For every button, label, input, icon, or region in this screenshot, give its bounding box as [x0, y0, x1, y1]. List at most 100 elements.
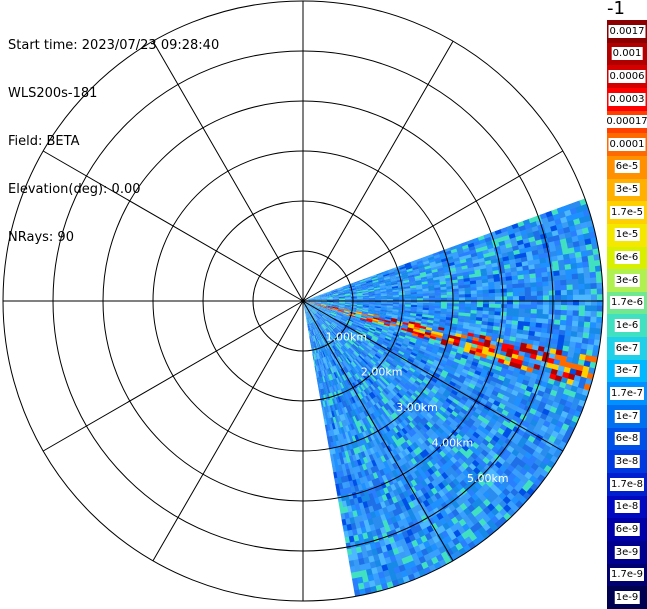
- beta-cell: [465, 304, 472, 308]
- beta-cell: [543, 286, 550, 291]
- beta-cell: [441, 292, 448, 295]
- beta-cell: [417, 296, 424, 299]
- beta-cell: [519, 296, 526, 301]
- beta-cell: [488, 286, 495, 290]
- colorbar-label: 6e-6: [615, 251, 640, 264]
- colorbar-cell: 0.0001: [607, 133, 647, 156]
- beta-cell: [387, 297, 394, 299]
- beta-cell: [591, 306, 598, 312]
- beta-cell: [471, 297, 478, 301]
- beta-cell: [561, 305, 568, 311]
- beta-cell: [573, 295, 580, 301]
- colorbar-label: 1.7e-5: [610, 206, 644, 219]
- range-label-1km: 1.00km: [326, 330, 368, 343]
- beta-cell: [555, 295, 562, 300]
- beta-cell: [549, 305, 556, 310]
- beta-cell: [537, 309, 544, 314]
- beta-cell: [572, 284, 579, 290]
- beta-cell: [578, 316, 585, 322]
- colorbar-label: 1e-8: [615, 500, 640, 513]
- beta-cell: [435, 303, 442, 306]
- colorbar-label: 3e-9: [615, 546, 640, 559]
- beta-cell: [477, 304, 484, 308]
- beta-cell: [459, 291, 466, 295]
- beta-cell: [585, 305, 592, 311]
- range-label-5km: 5.00km: [467, 472, 509, 485]
- colorbar-cell: 1.7e-6: [607, 292, 647, 315]
- beta-cell: [411, 296, 418, 299]
- radar-ppi-plot: 1.00km 2.00km 3.00km 4.00km 5.00km: [0, 0, 607, 607]
- beta-cell: [369, 298, 376, 300]
- beta-cell: [489, 289, 496, 293]
- beta-cell: [435, 298, 442, 301]
- beta-cell: [560, 275, 567, 281]
- beta-cell: [507, 304, 514, 309]
- beta-cell: [423, 298, 430, 301]
- colorbar-cell: 0.00017: [607, 111, 647, 134]
- beta-cell: [585, 294, 592, 300]
- beta-cell: [579, 311, 586, 317]
- colorbar-label: 0.0017: [609, 25, 646, 38]
- beta-cell: [579, 305, 586, 311]
- colorbar-cell: 1e-9: [607, 586, 647, 609]
- colorbar-cell: 3e-9: [607, 541, 647, 564]
- beta-cell: [525, 309, 532, 314]
- beta-cell: [573, 289, 580, 295]
- beta-cell: [566, 279, 573, 285]
- beta-cell: [566, 315, 573, 321]
- beta-cell: [495, 293, 502, 297]
- beta-cell: [543, 291, 550, 296]
- beta-cell: [501, 292, 508, 296]
- beta-cell: [429, 295, 436, 298]
- beta-cell: [429, 293, 436, 296]
- beta-cell: [465, 297, 472, 301]
- beta-cell: [441, 295, 448, 298]
- beta-cell: [513, 296, 520, 301]
- beta-cell: [471, 290, 478, 294]
- beta-cell: [512, 284, 519, 289]
- beta-cell: [435, 293, 442, 296]
- beta-cell: [525, 304, 532, 309]
- beta-cell: [555, 290, 562, 296]
- beta-cell: [506, 284, 513, 289]
- colorbar-label: 1e-9: [615, 591, 640, 604]
- colorbar-cell: 3e-8: [607, 450, 647, 473]
- range-label-4km: 4.00km: [432, 436, 474, 449]
- beta-cell: [531, 296, 538, 301]
- beta-cell: [518, 283, 525, 288]
- beta-cell: [507, 292, 514, 297]
- beta-cell: [578, 278, 585, 284]
- colorbar-label: 0.00017: [605, 115, 647, 128]
- beta-cell: [560, 315, 567, 321]
- colorbar-label: 6e-8: [615, 432, 640, 445]
- beta-cell: [501, 304, 508, 308]
- beta-cell: [548, 281, 555, 287]
- beta-cell: [530, 282, 537, 287]
- beta-cell: [537, 305, 544, 310]
- beta-cell: [590, 283, 597, 289]
- beta-cell: [555, 285, 562, 291]
- beta-cell: [495, 289, 502, 293]
- azimuth-spoke: [153, 301, 303, 561]
- colorbar-label: 1e-5: [615, 228, 640, 241]
- beta-cell: [573, 310, 580, 316]
- beta-cell: [453, 291, 460, 295]
- beta-cell: [590, 317, 597, 324]
- azimuth-spoke: [153, 41, 303, 301]
- beta-cell: [590, 272, 597, 279]
- beta-cell: [573, 305, 580, 311]
- colorbar-label: 1.7e-9: [610, 568, 644, 581]
- beta-cell: [591, 294, 598, 300]
- beta-cell: [477, 290, 484, 294]
- beta-cell: [507, 308, 514, 313]
- beta-cell: [519, 287, 526, 292]
- colorbar-cell: 3e-6: [607, 269, 647, 292]
- colorbar-cell: 1.7e-7: [607, 382, 647, 405]
- beta-cell: [459, 294, 466, 298]
- beta-cell: [549, 286, 556, 292]
- colorbar-label: 3e-5: [615, 183, 640, 196]
- beta-cell: [549, 295, 556, 300]
- beta-cell: [543, 305, 550, 310]
- beta-cell: [525, 287, 532, 292]
- beta-cell: [429, 298, 436, 301]
